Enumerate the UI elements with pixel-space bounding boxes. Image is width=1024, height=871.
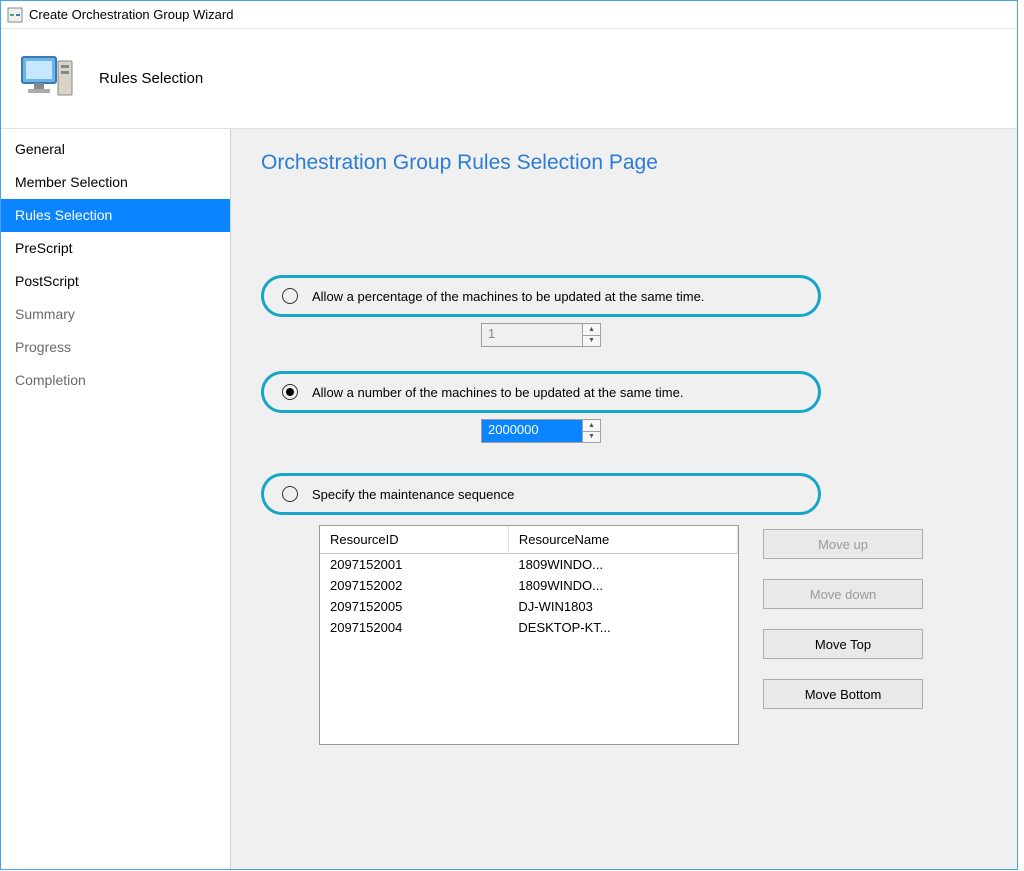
window-title: Create Orchestration Group Wizard (29, 7, 233, 22)
percentage-spinner: 1 ▲ ▼ (481, 323, 601, 347)
move-buttons: Move up Move down Move Top Move Bottom (763, 525, 923, 709)
wizard-body: General Member Selection Rules Selection… (1, 129, 1017, 869)
radio-number[interactable] (282, 384, 298, 400)
resource-table-wrap: ResourceID ResourceName 2097152001 1809W… (319, 525, 739, 745)
sidebar-item-postscript[interactable]: PostScript (1, 265, 230, 298)
table-row[interactable]: 2097152004 DESKTOP-KT... (320, 617, 738, 638)
titlebar: Create Orchestration Group Wizard (1, 1, 1017, 29)
table-row[interactable]: 2097152005 DJ-WIN1803 (320, 596, 738, 617)
number-spinner-row: 2000000 ▲ ▼ (261, 419, 821, 443)
radio-sequence[interactable] (282, 486, 298, 502)
page-title: Orchestration Group Rules Selection Page (261, 151, 987, 175)
resource-table[interactable]: ResourceID ResourceName 2097152001 1809W… (320, 526, 738, 638)
wizard-window: Create Orchestration Group Wizard Rules … (0, 0, 1018, 870)
percentage-spinner-buttons: ▲ ▼ (582, 324, 600, 346)
sidebar: General Member Selection Rules Selection… (1, 129, 231, 869)
move-up-button: Move up (763, 529, 923, 559)
content-panel: Orchestration Group Rules Selection Page… (231, 129, 1017, 869)
wizard-header: Rules Selection (1, 29, 1017, 129)
col-resourcename[interactable]: ResourceName (508, 526, 737, 554)
sequence-section: Specify the maintenance sequence Resourc… (261, 473, 987, 745)
number-spinner[interactable]: 2000000 ▲ ▼ (481, 419, 601, 443)
sidebar-item-member-selection[interactable]: Member Selection (1, 166, 230, 199)
number-value[interactable]: 2000000 (482, 420, 582, 442)
option-percentage-label: Allow a percentage of the machines to be… (312, 289, 704, 304)
radio-percentage[interactable] (282, 288, 298, 304)
col-resourceid[interactable]: ResourceID (320, 526, 508, 554)
option-sequence[interactable]: Specify the maintenance sequence (261, 473, 821, 515)
number-down-icon[interactable]: ▼ (583, 431, 600, 443)
table-row[interactable]: 2097152001 1809WINDO... (320, 554, 738, 576)
number-up-icon[interactable]: ▲ (583, 420, 600, 431)
option-sequence-label: Specify the maintenance sequence (312, 487, 514, 502)
move-down-button: Move down (763, 579, 923, 609)
percentage-spinner-row: 1 ▲ ▼ (261, 323, 821, 347)
computer-icon (11, 44, 81, 114)
sequence-row: ResourceID ResourceName 2097152001 1809W… (261, 525, 987, 745)
move-bottom-button[interactable]: Move Bottom (763, 679, 923, 709)
percentage-value: 1 (482, 324, 582, 346)
move-top-button[interactable]: Move Top (763, 629, 923, 659)
option-number[interactable]: Allow a number of the machines to be upd… (261, 371, 821, 413)
sidebar-item-progress[interactable]: Progress (1, 331, 230, 364)
sidebar-item-general[interactable]: General (1, 133, 230, 166)
percentage-down-icon: ▼ (583, 335, 600, 347)
header-title: Rules Selection (99, 70, 203, 87)
option-number-label: Allow a number of the machines to be upd… (312, 385, 683, 400)
table-row[interactable]: 2097152002 1809WINDO... (320, 575, 738, 596)
sidebar-item-prescript[interactable]: PreScript (1, 232, 230, 265)
number-spinner-buttons: ▲ ▼ (582, 420, 600, 442)
sidebar-item-completion[interactable]: Completion (1, 364, 230, 397)
sidebar-item-rules-selection[interactable]: Rules Selection (1, 199, 230, 232)
sidebar-item-summary[interactable]: Summary (1, 298, 230, 331)
option-percentage[interactable]: Allow a percentage of the machines to be… (261, 275, 821, 317)
percentage-up-icon: ▲ (583, 324, 600, 335)
app-icon (7, 7, 23, 23)
